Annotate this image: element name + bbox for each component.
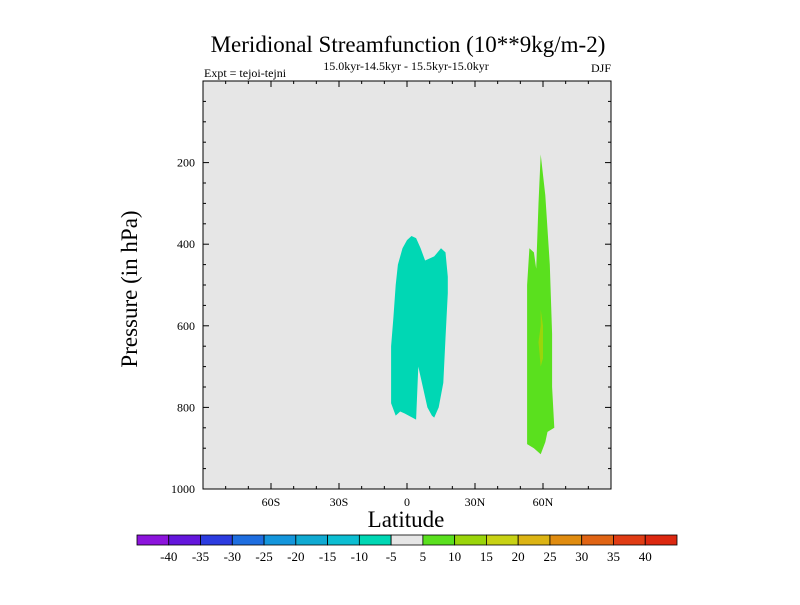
chart-title: Meridional Streamfunction (10**9kg/m-2) — [211, 32, 606, 57]
colorbar-label-7: -5 — [386, 549, 397, 564]
y-tick-label-600: 600 — [177, 319, 195, 333]
colorbar-box-6 — [327, 534, 360, 546]
colorbar-box-5 — [295, 534, 328, 546]
chart-subtitle: 15.0kyr-14.5kyr - 15.5kyr-15.0kyr — [323, 59, 489, 73]
colorbar-box-4 — [263, 534, 297, 546]
colorbar-label-14: 35 — [607, 549, 620, 564]
colorbar-label-12: 25 — [543, 549, 556, 564]
colorbar-label-0: -40 — [160, 549, 177, 564]
x-tick-label-30N: 30N — [465, 495, 486, 509]
colorbar-label-6: -10 — [351, 549, 368, 564]
colorbar: -40 -35 -30 -25 -20 -15 -10 -5 5 10 15 20 25 30 35 40 — [136, 534, 678, 564]
x-tick-label-0: 0 — [404, 495, 410, 509]
colorbar-box-2 — [200, 534, 233, 546]
colorbar-box-1 — [168, 534, 201, 546]
colorbar-box-0 — [136, 534, 170, 546]
colorbar-label-10: 15 — [480, 549, 493, 564]
y-axis: 200 400 600 800 1000 — [171, 100, 611, 496]
colorbar-label-5: -15 — [319, 549, 336, 564]
contour-layer — [391, 154, 555, 455]
contour-positive-core-60n — [538, 309, 543, 367]
colorbar-label-2: -30 — [224, 549, 241, 564]
colorbar-box-11 — [486, 534, 519, 546]
experiment-label: Expt = tejoi-tejni — [204, 66, 287, 80]
colorbar-label-11: 20 — [512, 549, 525, 564]
colorbar-box-12 — [517, 534, 551, 546]
colorbar-label-13: 30 — [575, 549, 588, 564]
colorbar-box-15 — [613, 534, 646, 546]
x-tick-label-60N: 60N — [533, 495, 554, 509]
y-tick-label-400: 400 — [177, 237, 195, 251]
colorbar-box-13 — [549, 534, 583, 546]
y-tick-label-800: 800 — [177, 400, 195, 414]
contour-negative-cell-equator — [391, 236, 448, 420]
colorbar-box-3 — [231, 534, 265, 546]
colorbar-box-10 — [454, 534, 487, 546]
colorbar-box-7 — [358, 534, 392, 546]
x-tick-label-60S: 60S — [262, 495, 281, 509]
colorbar-box-14 — [581, 534, 614, 546]
colorbar-box-8 — [390, 534, 424, 546]
colorbar-box-9 — [422, 534, 456, 546]
y-tick-label-1000: 1000 — [171, 482, 195, 496]
contour-positive-cell-60n — [527, 154, 555, 455]
y-axis-label: Pressure (in hPa) — [117, 210, 142, 367]
colorbar-label-3: -25 — [255, 549, 272, 564]
season-label: DJF — [591, 61, 611, 75]
x-tick-label-30S: 30S — [330, 495, 349, 509]
colorbar-box-16 — [644, 534, 678, 546]
colorbar-label-8: 5 — [420, 549, 427, 564]
colorbar-label-1: -35 — [192, 549, 209, 564]
x-axis-label: Latitude — [368, 507, 445, 532]
colorbar-label-9: 10 — [448, 549, 461, 564]
y-tick-label-200: 200 — [177, 156, 195, 170]
colorbar-label-4: -20 — [287, 549, 304, 564]
colorbar-label-15: 40 — [639, 549, 652, 564]
x-axis: 60S 30S 0 30N 60N — [225, 81, 589, 509]
